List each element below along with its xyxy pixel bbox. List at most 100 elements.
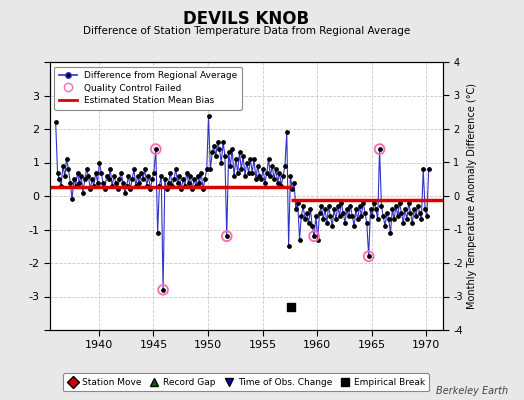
Point	[326, 213, 335, 219]
Point	[315, 210, 324, 216]
Point	[313, 236, 322, 243]
Point	[399, 220, 408, 226]
Point	[379, 213, 387, 219]
Point	[159, 286, 167, 293]
Point	[82, 166, 91, 172]
Point	[363, 220, 371, 226]
Point	[312, 213, 320, 219]
Point	[204, 112, 213, 119]
Point	[292, 206, 300, 212]
Point	[133, 173, 141, 179]
Text: DEVILS KNOB: DEVILS KNOB	[183, 10, 309, 28]
Point	[165, 179, 173, 186]
Point	[290, 179, 298, 186]
Point	[192, 183, 200, 189]
Point	[212, 152, 220, 159]
Point	[173, 179, 182, 186]
Point	[203, 166, 211, 172]
Point	[277, 183, 286, 189]
Point	[73, 169, 82, 176]
Point	[271, 166, 280, 172]
Point	[264, 156, 272, 162]
Point	[344, 213, 353, 219]
Point	[383, 210, 391, 216]
Point	[348, 213, 356, 219]
Point	[161, 176, 169, 182]
Point	[239, 152, 247, 159]
Point	[179, 176, 187, 182]
Point	[424, 166, 433, 172]
Point	[206, 166, 214, 172]
Point	[310, 233, 318, 239]
Point	[237, 166, 245, 172]
Point	[293, 200, 302, 206]
Point	[53, 169, 62, 176]
Point	[59, 163, 67, 169]
Point	[217, 159, 225, 166]
Point	[308, 223, 316, 229]
Point	[386, 230, 395, 236]
Point	[126, 186, 135, 192]
Point	[244, 169, 253, 176]
Point	[390, 216, 398, 223]
Point	[223, 233, 231, 239]
Point	[61, 173, 69, 179]
Text: Berkeley Earth: Berkeley Earth	[436, 386, 508, 396]
Point	[375, 146, 384, 152]
Point	[110, 173, 118, 179]
Point	[119, 179, 127, 186]
Point	[381, 223, 389, 229]
Point	[112, 179, 120, 186]
Point	[55, 176, 63, 182]
Point	[263, 169, 271, 176]
Point	[70, 176, 78, 182]
Point	[279, 173, 287, 179]
Point	[219, 139, 227, 146]
Point	[117, 169, 125, 176]
Point	[302, 210, 311, 216]
Point	[334, 203, 342, 209]
Point	[397, 210, 406, 216]
Point	[146, 186, 155, 192]
Point	[328, 223, 336, 229]
Point	[103, 173, 111, 179]
Point	[57, 183, 66, 189]
Point	[368, 213, 376, 219]
Point	[137, 169, 146, 176]
Point	[261, 179, 269, 186]
Point	[197, 169, 205, 176]
Point	[108, 183, 116, 189]
Point	[140, 166, 149, 172]
Point	[370, 200, 378, 206]
Point	[201, 176, 209, 182]
Point	[365, 253, 373, 260]
Point	[77, 173, 85, 179]
Point	[213, 139, 222, 146]
Point	[268, 163, 277, 169]
Point	[115, 176, 124, 182]
Point	[366, 206, 375, 212]
Point	[130, 166, 138, 172]
Point	[162, 186, 171, 192]
Point	[388, 206, 397, 212]
Point	[339, 210, 347, 216]
Point	[81, 176, 89, 182]
Point	[394, 213, 402, 219]
Point	[375, 146, 384, 152]
Point	[190, 176, 198, 182]
Point	[143, 183, 151, 189]
Point	[221, 152, 229, 159]
Point	[228, 146, 236, 152]
Point	[186, 173, 194, 179]
Point	[79, 190, 87, 196]
Point	[281, 163, 289, 169]
Point	[282, 129, 291, 136]
Point	[401, 206, 409, 212]
Point	[66, 179, 74, 186]
Point	[188, 186, 196, 192]
Point	[93, 179, 102, 186]
Point	[341, 220, 349, 226]
Legend: Station Move, Record Gap, Time of Obs. Change, Empirical Break: Station Move, Record Gap, Time of Obs. C…	[63, 374, 429, 392]
Point	[259, 166, 267, 172]
Point	[254, 163, 262, 169]
